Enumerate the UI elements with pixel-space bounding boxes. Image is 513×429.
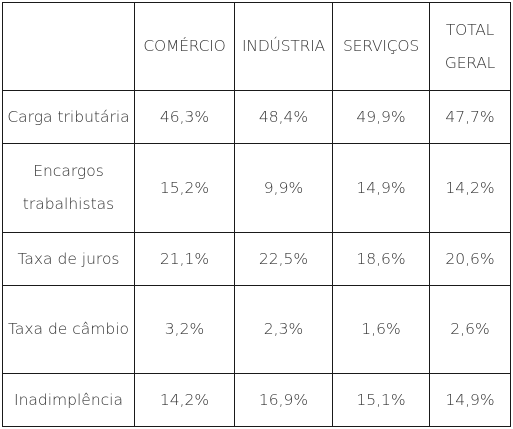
table-cell: 14,9% — [429, 373, 511, 427]
row-label: Carga tributária — [2, 90, 135, 144]
header-cell-comercio: COMÉRCIO — [134, 2, 235, 91]
table-cell: 15,1% — [332, 373, 430, 427]
table-cell: 1,6% — [332, 285, 430, 374]
table-cell: 15,2% — [134, 143, 235, 233]
table-cell: 48,4% — [234, 90, 333, 144]
table-cell: 21,1% — [134, 232, 235, 286]
row-label: Taxa de juros — [2, 232, 135, 286]
header-cell-industria: INDÚSTRIA — [234, 2, 333, 91]
row-label: Encargos trabalhistas — [2, 143, 135, 233]
table-cell: 2,3% — [234, 285, 333, 374]
table-row: Taxa de câmbio 3,2% 2,3% 1,6% 2,6% — [2, 285, 511, 374]
row-label: Inadimplência — [2, 373, 135, 427]
table-row: Encargos trabalhistas 15,2% 9,9% 14,9% 1… — [2, 143, 511, 233]
table-cell: 20,6% — [429, 232, 511, 286]
header-cell-servicos: SERVIÇOS — [332, 2, 430, 91]
table-row: Carga tributária 46,3% 48,4% 49,9% 47,7% — [2, 90, 511, 144]
table-cell: 47,7% — [429, 90, 511, 144]
table-header-row: COMÉRCIO INDÚSTRIA SERVIÇOS TOTAL GERAL — [2, 2, 511, 91]
table-cell: 9,9% — [234, 143, 333, 233]
table-cell: 16,9% — [234, 373, 333, 427]
table-row: Inadimplência 14,2% 16,9% 15,1% 14,9% — [2, 373, 511, 427]
row-label: Taxa de câmbio — [2, 285, 135, 374]
table-cell: 14,2% — [429, 143, 511, 233]
header-cell-empty — [2, 2, 135, 91]
table-cell: 18,6% — [332, 232, 430, 286]
table-cell: 46,3% — [134, 90, 235, 144]
table-cell: 14,9% — [332, 143, 430, 233]
header-cell-total-geral: TOTAL GERAL — [429, 2, 511, 91]
table-cell: 3,2% — [134, 285, 235, 374]
table-cell: 2,6% — [429, 285, 511, 374]
table-row: Taxa de juros 21,1% 22,5% 18,6% 20,6% — [2, 232, 511, 286]
table-cell: 22,5% — [234, 232, 333, 286]
table-cell: 49,9% — [332, 90, 430, 144]
table-cell: 14,2% — [134, 373, 235, 427]
